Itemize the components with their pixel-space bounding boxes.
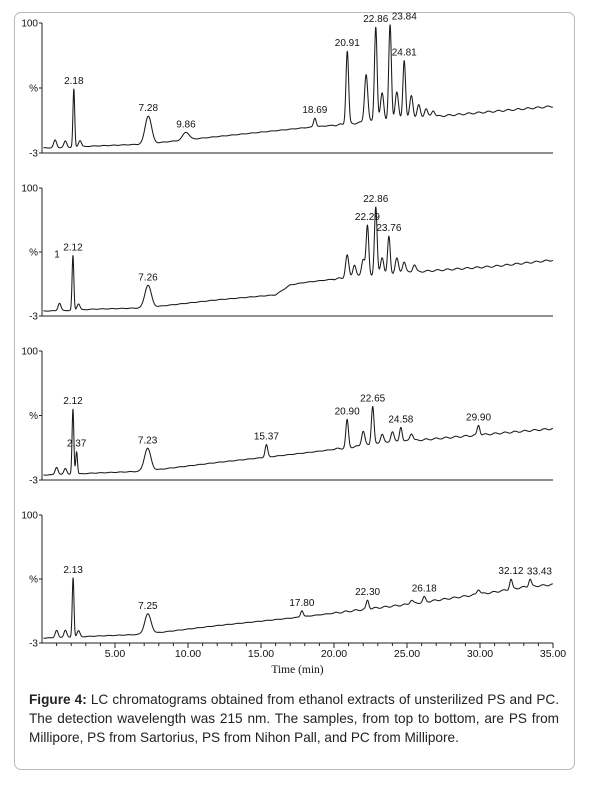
panel-2-y-label-0: 100 [21,184,38,195]
x-axis-title: Time (min) [271,664,323,676]
panel-4-y-label-1: % [29,575,38,586]
panel-1-peak-label-0: 2.18 [64,76,84,87]
panel-2-y-label-2: -3 [29,312,38,323]
panel-4-peak-label-3: 22.30 [355,587,380,598]
panel-3-peak-label-2: 7.23 [138,435,158,446]
panel-2-extra-label-0: 1 [54,250,60,261]
panel-3-peak-label-0: 2.12 [63,396,83,407]
chromatogram-figure: 100% -3 2.18 7.28 9.86 18.69 20.91 22.86 23.84 24… [21,12,566,676]
panel-4-trace [43,577,554,639]
panel-2-peak-label-4: 23.76 [376,223,401,234]
panel-1-peak-label-6: 23.84 [392,12,417,23]
x-tick-label-3: 20.00 [321,648,347,660]
x-tick-label-4: 25.00 [394,648,420,660]
panel-1-y-label-2: -3 [29,149,38,160]
figure-caption: Figure 4: LC chromatograms obtained from… [29,690,559,747]
panel-3-y-label-2: -3 [29,476,38,487]
panel-3-peak-label-4: 20.90 [335,406,360,417]
panel-4-peak-label-6: 33.43 [527,566,552,577]
panel-4-peak-label-1: 7.25 [138,601,158,612]
panel-3-y-label-0: 100 [21,347,38,358]
panel-1-peak-label-5: 22.86 [363,14,388,25]
panel-3-y-label-1: % [29,411,38,422]
x-tick-label-1: 10.00 [175,648,201,660]
panel-3-peak-label-7: 29.90 [466,412,491,423]
caption-label: Figure 4: [29,692,87,707]
panel-1-y-label-0: 100 [21,19,38,30]
panel-1-peak-label-3: 18.69 [302,105,327,116]
caption-text: LC chromatograms obtained from ethanol e… [29,692,559,745]
panel-2-peak-label-2: 22.29 [355,212,380,223]
panel-3-peak-label-5: 22.65 [360,393,385,404]
panel-2-peak-label-0: 2.12 [63,242,83,253]
panel-1-trace [43,24,554,149]
panel-2-peak-label-3: 22.86 [363,194,388,205]
x-tick-label-5: 30.00 [467,648,493,660]
panel-4-y-label-2: -3 [29,639,38,650]
panel-3-trace [43,406,554,476]
panel-1-peak-label-7: 24.81 [392,48,417,59]
figure-frame [14,12,575,770]
panel-3-peak-label-1: 2.37 [67,439,87,450]
panel-3-peak-label-3: 15.37 [254,432,279,443]
panel-4-peak-label-0: 2.13 [63,565,83,576]
panel-1-y-label-1: % [29,84,38,95]
panel-1-peak-label-2: 9.86 [176,119,196,130]
panel-3-peak-label-6: 24.58 [388,414,413,425]
x-tick-label-0: 5.00 [105,648,126,660]
panel-2-trace [43,206,554,312]
panel-4-peak-label-2: 17.80 [289,598,314,609]
panel-1-peak-label-1: 7.28 [139,103,159,114]
panel-2-y-label-1: % [29,248,38,259]
x-tick-label-6: 35.00 [540,648,566,660]
panel-4-y-label-0: 100 [21,511,38,522]
panel-4-peak-label-4: 26.18 [412,583,437,594]
panel-2-peak-label-1: 7.26 [138,272,158,283]
panel-1-peak-label-4: 20.91 [335,38,360,49]
x-tick-label-2: 15.00 [248,648,274,660]
panel-4-peak-label-5: 32.12 [498,566,523,577]
